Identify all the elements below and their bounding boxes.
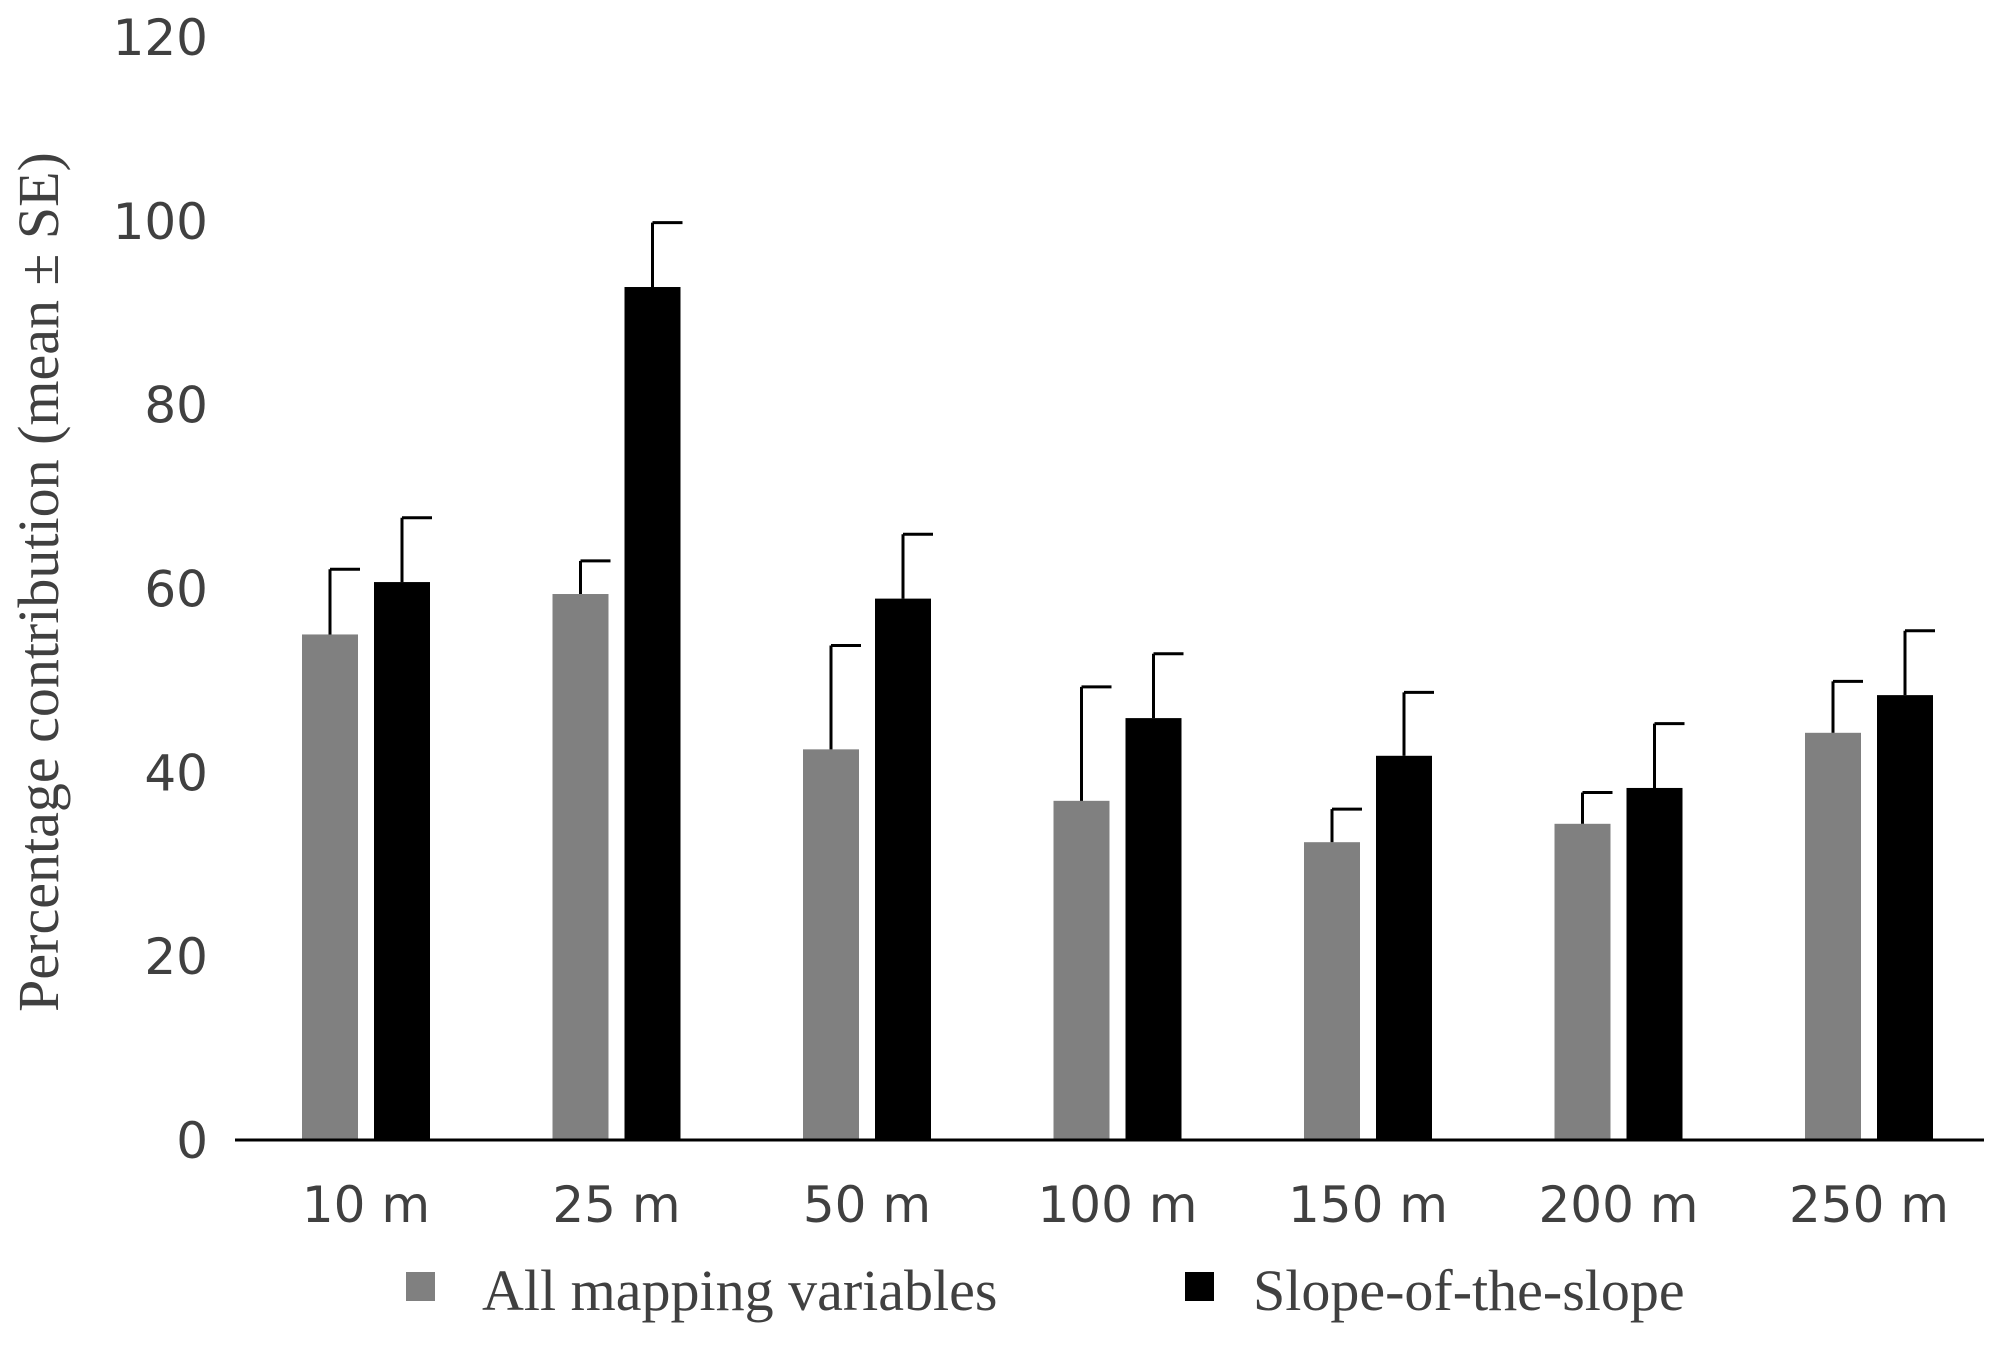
bar [1626, 787, 1683, 1140]
legend-swatch-slope-of-the-slope [1185, 1272, 1214, 1301]
bar [1053, 800, 1110, 1140]
error-bars-group [328, 221, 1935, 843]
x-tick-label: 10 m [302, 1176, 430, 1234]
legend-swatch-all-mapping-variables [406, 1272, 435, 1301]
x-tick-label: 200 m [1538, 1176, 1698, 1234]
x-tick-label: 150 m [1288, 1176, 1448, 1234]
x-tick-label: 50 m [803, 1176, 931, 1234]
bar [1554, 823, 1611, 1140]
legend-label-slope-of-the-slope: Slope-of-the-slope [1253, 1258, 1685, 1323]
bar [875, 598, 931, 1140]
bar [803, 749, 859, 1140]
y-tick-label: 120 [113, 9, 208, 67]
y-axis-ticks: 0 20 40 60 80 100 120 [113, 9, 208, 1170]
y-tick-label: 20 [144, 928, 208, 986]
bars-group [302, 287, 1933, 1141]
x-tick-label: 250 m [1789, 1176, 1949, 1234]
y-tick-label: 100 [113, 193, 208, 251]
x-tick-label: 25 m [552, 1176, 680, 1234]
y-tick-label: 60 [144, 561, 208, 619]
bar [1376, 755, 1432, 1140]
bar [552, 594, 609, 1140]
y-tick-label: 80 [144, 377, 208, 435]
y-tick-label: 40 [144, 744, 208, 802]
bar [374, 582, 430, 1140]
x-axis-ticks: 10 m 25 m 50 m 100 m 150 m 200 m 250 m [302, 1176, 1949, 1234]
x-tick-label: 100 m [1037, 1176, 1197, 1234]
bar [302, 634, 358, 1140]
y-axis-label: Percentage contribution (mean ± SE) [6, 152, 71, 1012]
bar [1304, 842, 1360, 1140]
legend-label-all-mapping-variables: All mapping variables [482, 1258, 997, 1323]
legend: All mapping variables Slope-of-the-slope [406, 1258, 1685, 1323]
bar [1125, 718, 1182, 1140]
y-tick-label: 0 [176, 1112, 208, 1170]
bar [1877, 695, 1933, 1140]
bar [1805, 732, 1861, 1140]
bar [624, 287, 681, 1141]
